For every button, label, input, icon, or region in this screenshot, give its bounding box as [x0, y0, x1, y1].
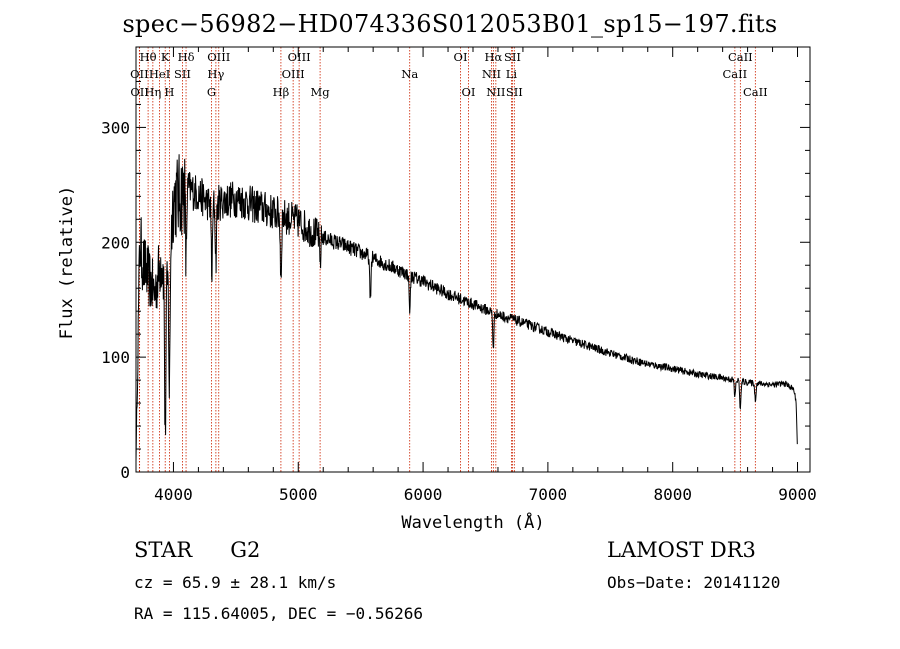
line-label: OIII [282, 67, 305, 81]
line-label: OIII [288, 50, 311, 64]
spectrum-line [135, 154, 798, 463]
y-axis: 0 100 200 300 [101, 80, 810, 482]
line-label: Li [506, 67, 518, 81]
y-tick-label: 200 [101, 233, 130, 252]
observation-date: Obs−Date: 20141120 [607, 573, 781, 592]
y-tick-label: 0 [120, 463, 130, 482]
line-label: Hβ [273, 85, 290, 99]
x-tick-label: 7000 [529, 485, 568, 504]
line-label: OI [462, 85, 476, 99]
y-tick-label: 300 [101, 118, 130, 137]
survey-name: LAMOST DR3 [607, 538, 756, 562]
reference-lines [138, 47, 756, 472]
y-tick-label: 100 [101, 348, 130, 367]
line-label: Hη [144, 85, 161, 99]
line-label: Hδ [178, 50, 195, 64]
line-label: Hα [484, 50, 502, 64]
object-subclass: G2 [230, 538, 261, 562]
line-label: OI [454, 50, 468, 64]
line-label: OII [130, 85, 149, 99]
line-label: SII [174, 67, 191, 81]
line-label: K [161, 50, 170, 64]
x-tick-label: 4000 [154, 485, 193, 504]
x-axis: 4000 5000 6000 7000 8000 9000 [154, 47, 817, 504]
x-tick-label: 6000 [404, 485, 443, 504]
chart-title: spec−56982−HD074336S012053B01_sp15−197.f… [122, 10, 778, 38]
redshift-cz: cz = 65.9 ± 28.1 km/s [134, 573, 337, 592]
line-label: CaII [722, 67, 747, 81]
object-class: STAR [134, 538, 193, 562]
x-axis-label: Wavelength (Å) [401, 511, 544, 533]
line-label: H [164, 85, 174, 99]
line-label: Hθ [140, 50, 157, 64]
line-label: HeI [149, 67, 170, 81]
ra-dec: RA = 115.64005, DEC = −0.56266 [134, 604, 423, 623]
line-label: G [207, 85, 216, 99]
line-label: Mg [311, 85, 331, 99]
plot-frame [135, 46, 811, 473]
y-axis-label: Flux (relative) [57, 186, 77, 340]
x-tick-label: 8000 [653, 485, 692, 504]
line-label: Hγ [207, 67, 224, 81]
line-label: OIII [207, 50, 230, 64]
line-label: SII [506, 85, 523, 99]
x-tick-label: 5000 [279, 485, 318, 504]
line-label: CaII [728, 50, 753, 64]
line-label: Na [401, 67, 418, 81]
line-label: SII [504, 50, 521, 64]
line-label: NII [482, 67, 501, 81]
line-label: OII [130, 67, 149, 81]
line-label: CaII [743, 85, 768, 99]
line-label: NII [486, 85, 505, 99]
object-classification: STAR G2 [134, 538, 298, 562]
x-tick-label: 9000 [778, 485, 817, 504]
